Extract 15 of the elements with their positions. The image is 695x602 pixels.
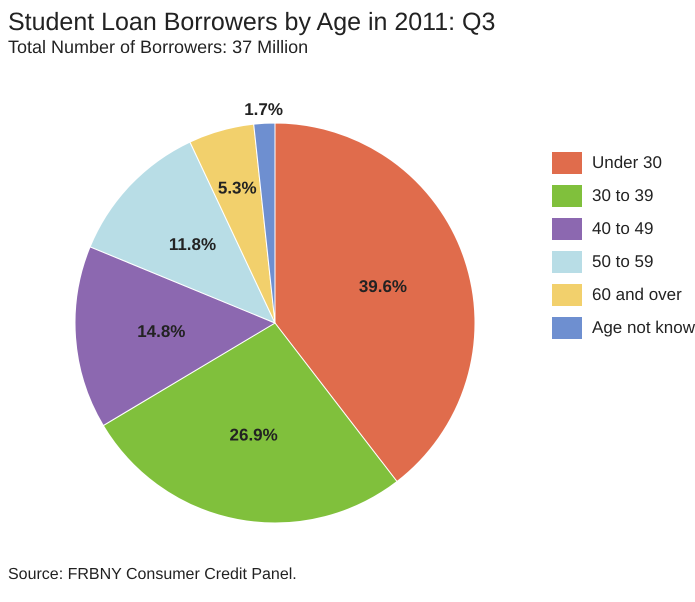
data-label: 14.8% <box>137 322 186 341</box>
chart-title: Student Loan Borrowers by Age in 2011: Q3 <box>8 8 496 36</box>
data-label: 39.6% <box>358 276 408 296</box>
legend-label: 30 to 39 <box>592 186 654 206</box>
legend-label: Age not know <box>592 318 695 338</box>
data-label: 11.8% <box>168 234 216 254</box>
data-label: 5.3% <box>218 178 257 198</box>
legend-label: Under 30 <box>592 152 662 172</box>
legend-label: 60 and over <box>592 284 682 304</box>
legend-label: 40 to 49 <box>592 218 654 238</box>
data-label: 26.9% <box>230 425 278 444</box>
data-label: 1.7% <box>244 100 283 119</box>
source-note: Source: FRBNY Consumer Credit Panel. <box>8 566 297 584</box>
legend-label: 50 to 59 <box>592 252 654 272</box>
chart-subtitle: Total Number of Borrowers: 37 Million <box>8 36 310 58</box>
